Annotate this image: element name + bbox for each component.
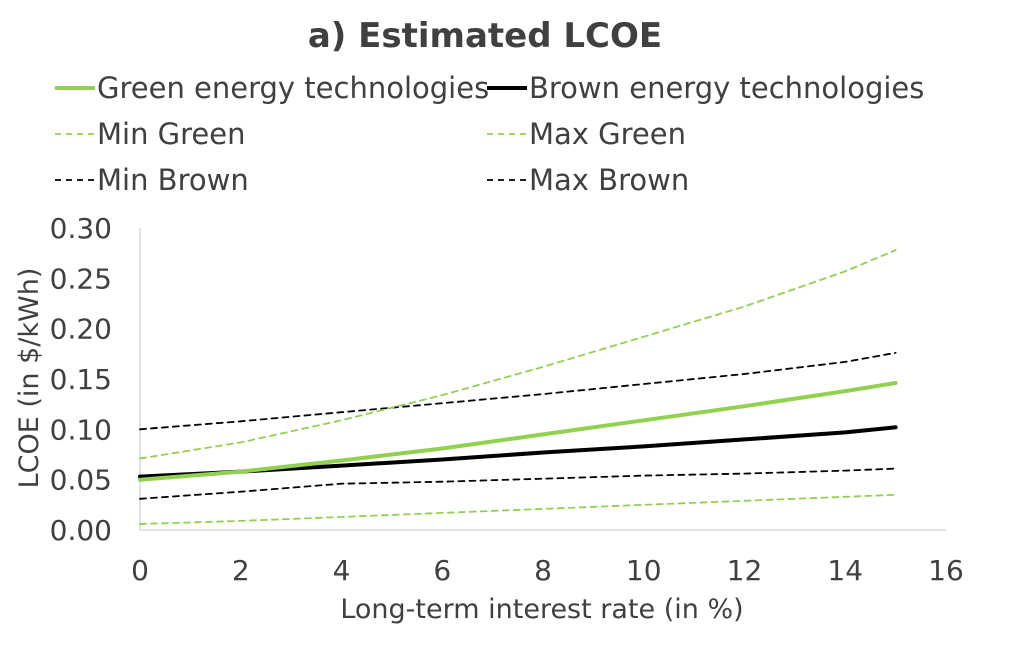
chart-title: a) Estimated LCOE [308,16,662,56]
x-tick-label: 12 [727,554,763,587]
y-tick-label: 0.05 [50,464,112,497]
x-tick-label: 14 [827,554,863,587]
x-tick-label: 16 [928,554,964,587]
plot-lines [138,249,898,525]
legend-label: Green energy technologies [97,71,489,105]
y-ticks: 0.00 0.05 0.10 0.15 0.20 0.25 0.30 [50,212,112,547]
x-axis-label: Long-term interest rate (in %) [340,594,743,625]
legend-label: Min Green [97,117,246,151]
y-tick-label: 0.30 [50,212,112,245]
series-line-max-green [139,249,897,460]
x-tick-label: 0 [131,554,149,587]
x-tick-label: 8 [534,554,552,587]
x-tick-label: 2 [232,554,250,587]
y-axis-label: LCOE (in $/kWh) [14,268,45,489]
y-tick-label: 0.15 [50,363,112,396]
legend-label: Brown energy technologies [529,71,924,105]
legend-label: Min Brown [97,163,249,197]
y-tick-label: 0.10 [50,413,112,446]
legend-label: Max Brown [529,163,689,197]
y-tick-label: 0.25 [50,262,112,295]
series-line-green-energy-technologies [138,381,898,482]
x-tick-label: 4 [333,554,351,587]
x-tick-label: 6 [433,554,451,587]
y-tick-label: 0.20 [50,313,112,346]
legend-label: Max Green [529,117,686,151]
series-line-min-green [139,493,897,525]
series-line-max-brown [139,351,897,431]
x-ticks: 0 2 4 6 8 10 12 14 16 [131,554,964,587]
series-line-min-brown [139,467,897,500]
legend: Green energy technologies Brown energy te… [55,71,924,197]
x-tick-label: 10 [626,554,662,587]
axes [139,228,946,531]
y-tick-label: 0.00 [50,514,112,547]
